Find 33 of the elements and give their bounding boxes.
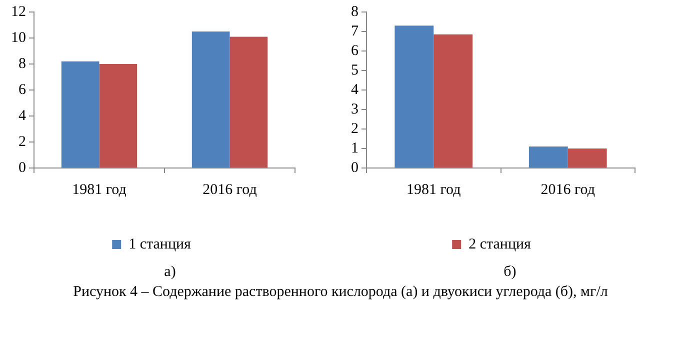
bar: [568, 148, 607, 168]
y-tick-label: 5: [351, 62, 358, 78]
y-tick-label: 3: [351, 101, 358, 118]
x-tick-label: 1981 год: [72, 182, 127, 198]
y-tick-label: 8: [18, 56, 26, 72]
y-tick-label: 0: [351, 160, 358, 176]
legend-label: 2 станция: [468, 236, 531, 252]
bar: [394, 26, 434, 168]
x-tick-label: 2016 год: [540, 182, 596, 198]
y-tick-label: 7: [351, 23, 359, 40]
bar: [230, 36, 268, 168]
y-tick-label: 4: [351, 82, 359, 98]
y-tick-label: 4: [18, 108, 26, 124]
y-tick-label: 2: [18, 134, 26, 150]
x-tick-label: 1981 год: [406, 182, 462, 198]
y-tick-label: 12: [11, 4, 26, 20]
y-tick-label: 8: [351, 4, 358, 20]
bar: [192, 32, 230, 168]
text: б): [502, 263, 518, 282]
y-tick-label: 1: [351, 140, 358, 156]
x-tick-label: 2016 год: [202, 182, 258, 198]
bar: [528, 146, 568, 168]
y-tick-label: 10: [11, 30, 26, 46]
y-tick-label: 2: [351, 120, 358, 137]
legend-label: 1 станция: [128, 236, 191, 252]
text: а): [163, 263, 177, 282]
y-tick-label: 6: [18, 82, 26, 98]
text: Рисунок 4 – Содержание растворенного кислорода (а) и двуокиси углерода (б), мг/л: [72, 284, 609, 301]
bar: [434, 34, 473, 168]
y-tick-label: 6: [351, 42, 359, 59]
y-tick-label: 0: [18, 160, 26, 176]
bar: [99, 64, 138, 168]
bar: [61, 61, 100, 168]
